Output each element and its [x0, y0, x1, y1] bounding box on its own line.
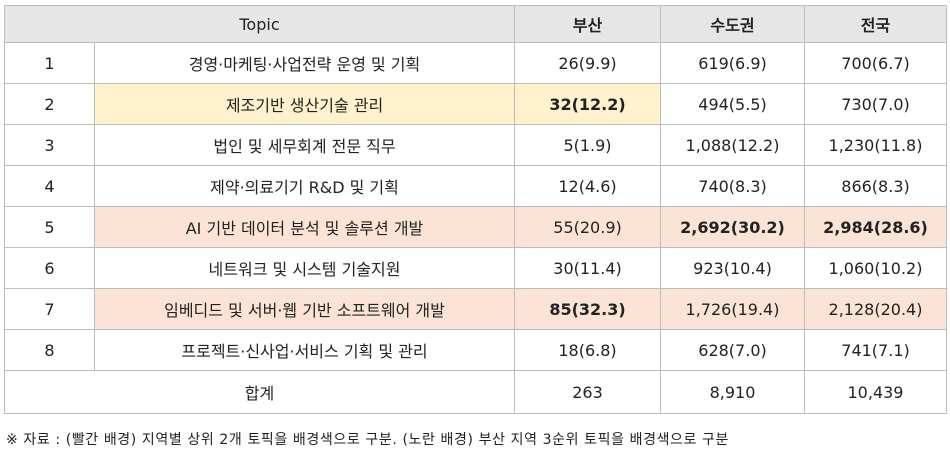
- row-national: 741(7.1): [804, 329, 947, 371]
- row-capital: 740(8.3): [660, 165, 805, 207]
- total-label: 합계: [4, 370, 515, 414]
- table-row: 2 제조기반 생산기술 관리 32(12.2) 494(5.5) 730(7.0…: [4, 83, 947, 125]
- row-topic: AI 기반 데이터 분석 및 솔루션 개발: [94, 206, 515, 248]
- table-row: 3 법인 및 세무회계 전문 직무 5(1.9) 1,088(12.2) 1,2…: [4, 124, 947, 166]
- table-row: 7 임베디드 및 서버·웹 기반 소프트웨어 개발 85(32.3) 1,726…: [4, 288, 947, 330]
- table-row: 1 경영·마케팅·사업전략 운영 및 기획 26(9.9) 619(6.9) 7…: [4, 42, 947, 84]
- table-row: 8 프로젝트·신사업·서비스 기획 및 관리 18(6.8) 628(7.0) …: [4, 329, 947, 371]
- row-topic: 프로젝트·신사업·서비스 기획 및 관리: [94, 329, 515, 371]
- row-number: 4: [4, 165, 95, 207]
- row-capital: 923(10.4): [660, 247, 805, 289]
- row-capital: 1,726(19.4): [660, 288, 805, 330]
- header-capital: 수도권: [660, 5, 805, 43]
- row-national: 2,984(28.6): [804, 206, 947, 248]
- header-topic: Topic: [4, 5, 515, 43]
- row-busan: 12(4.6): [514, 165, 661, 207]
- row-capital: 1,088(12.2): [660, 124, 805, 166]
- row-capital: 619(6.9): [660, 42, 805, 84]
- total-row: 합계 263 8,910 10,439: [4, 370, 947, 414]
- total-national: 10,439: [804, 370, 947, 414]
- row-topic: 법인 및 세무회계 전문 직무: [94, 124, 515, 166]
- row-topic: 네트워크 및 시스템 기술지원: [94, 247, 515, 289]
- row-number: 5: [4, 206, 95, 248]
- row-number: 6: [4, 247, 95, 289]
- row-number: 2: [4, 83, 95, 125]
- table-header-row: Topic 부산 수도권 전국: [4, 5, 947, 43]
- row-capital: 494(5.5): [660, 83, 805, 125]
- row-busan: 26(9.9): [514, 42, 661, 84]
- table-row: 4 제약·의료기기 R&D 및 기획 12(4.6) 740(8.3) 866(…: [4, 165, 947, 207]
- row-national: 2,128(20.4): [804, 288, 947, 330]
- row-national: 1,230(11.8): [804, 124, 947, 166]
- table-row: 5 AI 기반 데이터 분석 및 솔루션 개발 55(20.9) 2,692(3…: [4, 206, 947, 248]
- row-busan: 18(6.8): [514, 329, 661, 371]
- row-busan: 32(12.2): [514, 83, 661, 125]
- total-capital: 8,910: [660, 370, 805, 414]
- row-national: 1,060(10.2): [804, 247, 947, 289]
- row-number: 8: [4, 329, 95, 371]
- row-busan: 55(20.9): [514, 206, 661, 248]
- row-topic: 경영·마케팅·사업전략 운영 및 기획: [94, 42, 515, 84]
- row-busan: 5(1.9): [514, 124, 661, 166]
- total-busan: 263: [514, 370, 661, 414]
- row-national: 730(7.0): [804, 83, 947, 125]
- row-topic: 임베디드 및 서버·웹 기반 소프트웨어 개발: [94, 288, 515, 330]
- row-national: 866(8.3): [804, 165, 947, 207]
- topic-table: Topic 부산 수도권 전국 1 경영·마케팅·사업전략 운영 및 기획 26…: [4, 5, 947, 414]
- row-busan: 85(32.3): [514, 288, 661, 330]
- source-note: ※ 자료 : (빨간 배경) 지역별 상위 2개 토픽을 배경색으로 구분. (…: [6, 432, 730, 448]
- row-national: 700(6.7): [804, 42, 947, 84]
- row-busan: 30(11.4): [514, 247, 661, 289]
- row-number: 1: [4, 42, 95, 84]
- row-number: 7: [4, 288, 95, 330]
- row-topic: 제조기반 생산기술 관리: [94, 83, 515, 125]
- row-topic: 제약·의료기기 R&D 및 기획: [94, 165, 515, 207]
- header-busan: 부산: [514, 5, 661, 43]
- row-capital: 2,692(30.2): [660, 206, 805, 248]
- row-number: 3: [4, 124, 95, 166]
- table-row: 6 네트워크 및 시스템 기술지원 30(11.4) 923(10.4) 1,0…: [4, 247, 947, 289]
- header-national: 전국: [804, 5, 947, 43]
- row-capital: 628(7.0): [660, 329, 805, 371]
